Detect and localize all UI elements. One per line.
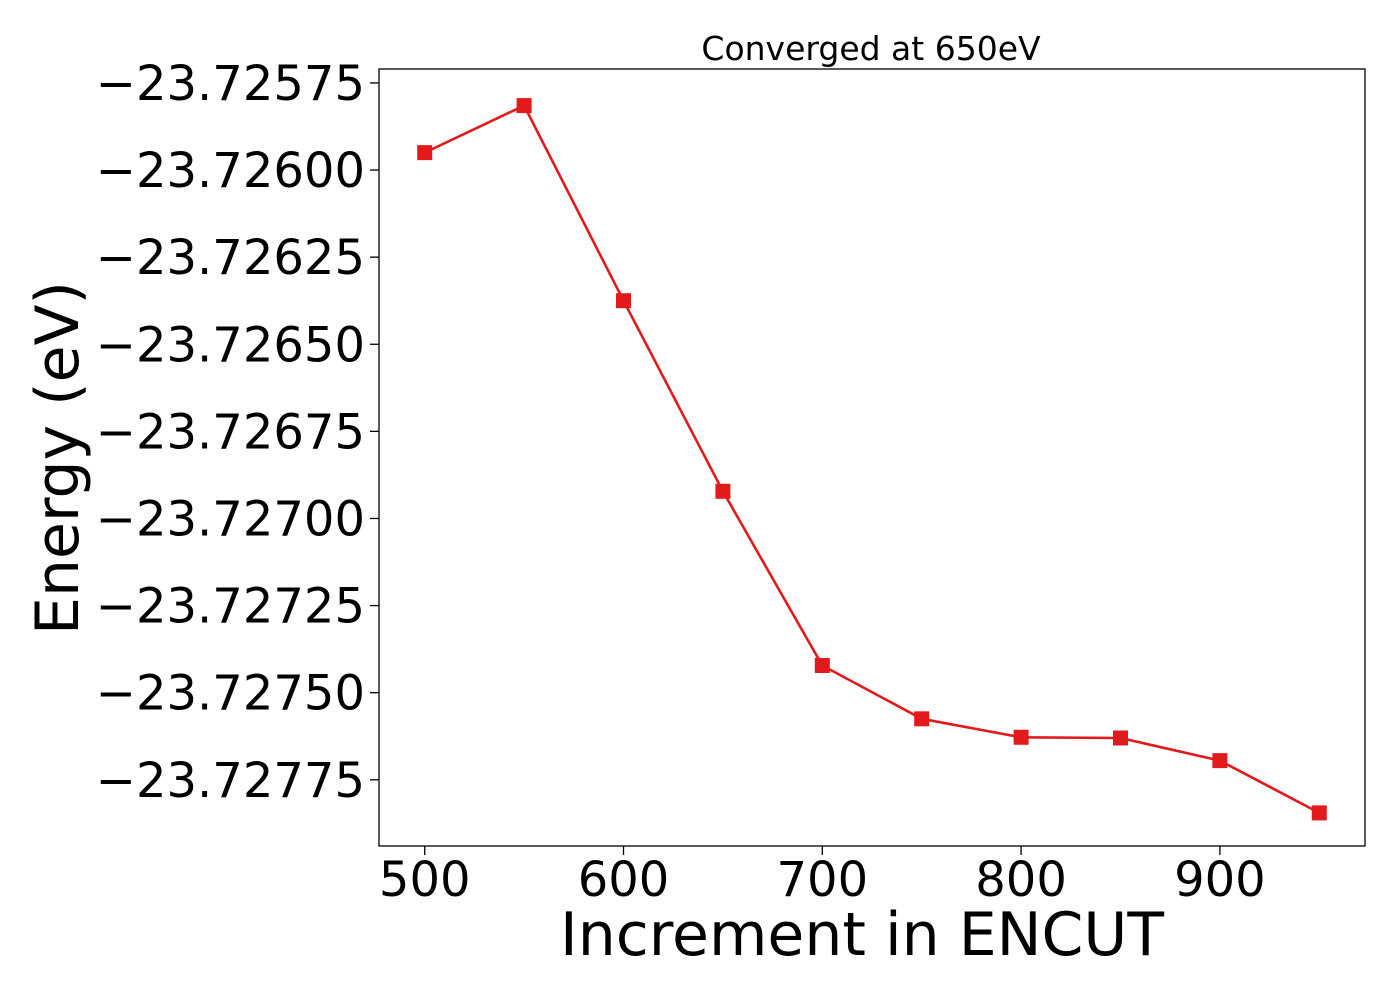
x-tick-label: 700	[776, 852, 868, 908]
data-point-marker	[417, 145, 433, 161]
data-point-marker	[1212, 753, 1228, 769]
x-axis: 500 600 700 800 900	[379, 846, 1266, 908]
y-tick-label: −23.72600	[96, 143, 365, 199]
y-tick-label: −23.72675	[96, 404, 365, 460]
x-tick-label: 800	[975, 852, 1067, 908]
chart-title: Converged at 650eV	[701, 29, 1041, 68]
y-tick-label: −23.72750	[96, 666, 365, 722]
data-point-marker	[1013, 729, 1029, 745]
x-tick-label: 500	[379, 852, 471, 908]
x-tick-label: 600	[578, 852, 670, 908]
x-axis-label: Increment in ENCUT	[560, 900, 1164, 970]
y-tick-label: −23.72625	[96, 230, 365, 286]
y-tick-label: −23.72725	[96, 579, 365, 635]
data-point-marker	[814, 658, 830, 674]
y-axis: −23.72575 −23.72600 −23.72625 −23.72650 −23.…	[96, 56, 379, 809]
y-axis-label: Energy (eV)	[23, 281, 93, 635]
y-tick-label: −23.72700	[96, 491, 365, 547]
y-tick-label: −23.72650	[96, 317, 365, 373]
data-point-marker	[914, 711, 930, 727]
data-point-marker	[616, 293, 632, 309]
data-point-marker	[516, 98, 532, 114]
y-tick-label: −23.72775	[96, 753, 365, 809]
data-point-marker	[715, 483, 731, 499]
x-tick-label: 900	[1174, 852, 1266, 908]
plot-frame	[378, 68, 1366, 847]
data-point-marker	[1112, 730, 1128, 746]
data-point-marker	[1311, 805, 1327, 821]
series-line	[424, 104, 1320, 815]
plot-area	[417, 98, 1327, 821]
y-tick-label: −23.72575	[96, 56, 365, 112]
